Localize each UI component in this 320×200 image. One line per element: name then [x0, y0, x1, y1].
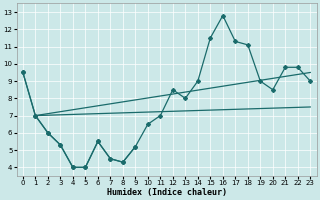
X-axis label: Humidex (Indice chaleur): Humidex (Indice chaleur) [107, 188, 227, 197]
